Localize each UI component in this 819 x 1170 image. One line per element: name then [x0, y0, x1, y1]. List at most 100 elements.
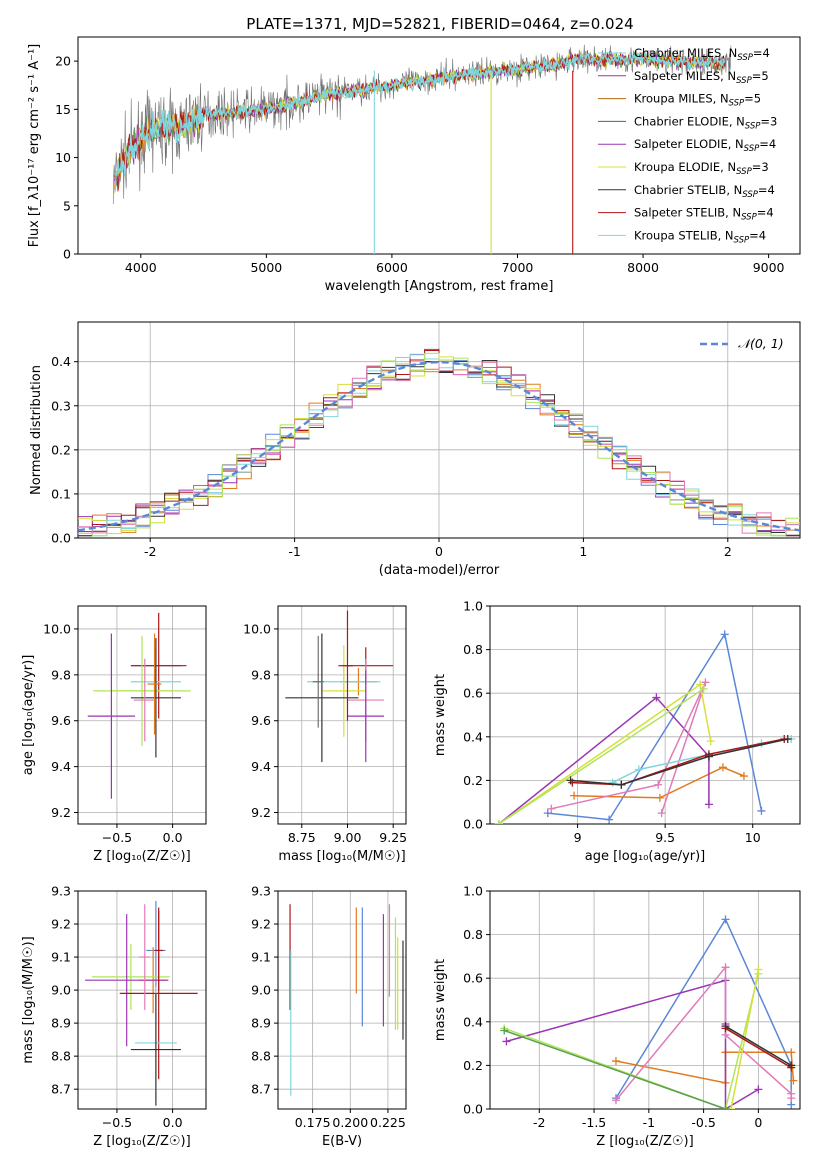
plus-marker	[657, 809, 666, 818]
plus-marker	[500, 1026, 509, 1035]
legend-suffix: =4	[749, 228, 766, 242]
plus-marker	[704, 800, 713, 809]
mass-weight-line-black	[725, 1025, 792, 1067]
x-tick-label: −0.5	[102, 1115, 132, 1130]
x-tick-label: -0.5	[691, 1115, 715, 1130]
mass-weight-line-red	[725, 1027, 792, 1069]
mass-weight-line-blue	[547, 632, 763, 821]
plus-marker	[787, 1048, 796, 1057]
residual-histogram-lime	[78, 352, 800, 537]
mass-weight-line-blue	[615, 917, 792, 1105]
x-axis-label: Z [log₁₀(Z/Z☉)]	[93, 1134, 190, 1149]
y-tick-label: 9.2	[251, 805, 271, 820]
age_vs_Z-axes: −0.5 0.0 9.2 9.4 9.6 9.8 10.0 Z [log₁₀(Z/Z☉)] ag…	[21, 605, 207, 864]
plus-marker	[543, 809, 552, 818]
plus-marker	[704, 752, 713, 761]
y-axis-label: Normed distribution	[29, 365, 44, 495]
plus-marker	[720, 630, 729, 639]
plus-marker	[696, 680, 705, 689]
figure-title: PLATE=1371, MJD=52821, FIBERID=0464, z=0…	[246, 15, 633, 33]
x-tick-label: 0.0	[163, 830, 183, 845]
x-axis-label: Z [log₁₀(Z/Z☉)]	[93, 849, 190, 864]
legend-suffix: =4	[759, 137, 776, 151]
x-axis-label: (data-model)/error	[379, 563, 500, 578]
y-tick-label: 10.0	[243, 621, 271, 636]
plus-marker	[701, 678, 710, 687]
plus-marker	[787, 1094, 796, 1103]
y-axis-label: mass weight	[433, 959, 448, 1041]
massweight_vs_age-axes: 9 9.5 10 0.0 0.2 0.4 0.6 0.8 1.0 age [log₁₀(age/y…	[433, 599, 801, 864]
legend-suffix: =5	[744, 92, 761, 106]
y-tick-label: 9.4	[51, 759, 71, 774]
y-tick-label: 9.8	[51, 667, 71, 682]
y-tick-label: 9.3	[251, 884, 271, 899]
plus-marker	[570, 791, 579, 800]
x-tick-label: 0.0	[163, 1115, 183, 1130]
x-tick-label: 0.175	[295, 1115, 331, 1130]
y-tick-label: 15	[55, 102, 71, 117]
plus-marker	[634, 765, 643, 774]
plus-marker	[566, 776, 575, 785]
y-axis-label: mass weight	[433, 674, 448, 756]
y-tick-label: 9.3	[51, 884, 71, 899]
plus-marker	[718, 763, 727, 772]
y-tick-label: 9.6	[251, 713, 271, 728]
legend-subscript: SSP	[736, 76, 752, 86]
x-tick-label: 9.5	[655, 830, 675, 845]
axes-frame	[277, 890, 407, 1110]
x-tick-label: 0.225	[370, 1115, 406, 1130]
y-tick-label: 8.8	[251, 1049, 271, 1064]
y-tick-label: 0.8	[463, 927, 483, 942]
normal-curve	[78, 360, 800, 532]
plus-marker	[757, 806, 766, 815]
y-tick-label: 0.6	[463, 971, 483, 986]
y-tick-label: 0.4	[51, 354, 71, 369]
plus-marker	[611, 1096, 620, 1105]
plus-marker	[789, 1076, 798, 1085]
axes-frame	[277, 605, 407, 825]
legend-entry: Salpeter ELODIE, NSSP=4	[634, 137, 776, 154]
plus-marker	[783, 734, 792, 743]
mass_vs_EBV-axes: 0.175 0.200 0.225 8.7 8.8 8.9 9.0 9.1 9.2 9.3 E(B-…	[251, 884, 407, 1149]
x-tick-label: 9.00	[334, 830, 362, 845]
y-tick-label: 0.3	[51, 398, 71, 413]
x-tick-label: −0.5	[102, 830, 132, 845]
legend-subscript: SSP	[742, 190, 758, 200]
legend-suffix: =3	[752, 160, 769, 174]
y-tick-label: 9.6	[51, 713, 71, 728]
x-tick-label: 6000	[376, 260, 408, 275]
y-tick-label: 0.4	[463, 729, 483, 744]
y-tick-label: 9.1	[51, 950, 71, 965]
x-axis-label: Z [log₁₀(Z/Z☉)]	[596, 1134, 693, 1149]
plus-marker	[721, 1105, 730, 1109]
plus-marker	[754, 1085, 763, 1094]
y-tick-label: 0.2	[51, 442, 71, 457]
model-line-green	[114, 51, 725, 188]
residual-histogram-pink	[78, 360, 800, 534]
model-line-yellow	[114, 50, 725, 194]
spectrum-axes: 4000 5000 6000 7000 8000 9000 0 5 10 15 20 waveleng…	[27, 36, 801, 294]
legend-subscript: SSP	[737, 53, 753, 63]
x-tick-label: 5000	[250, 260, 282, 275]
plus-marker	[547, 804, 556, 813]
axes-frame	[77, 36, 801, 255]
y-tick-label: 9.0	[51, 983, 71, 998]
y-tick-label: 8.9	[51, 1016, 71, 1031]
y-axis-label: age [log₁₀(age/yr)]	[21, 655, 36, 776]
legend-suffix: =4	[753, 46, 770, 60]
residuals-axes: -2 -1 0 1 2 0.0 0.1 0.2 0.3 0.4 (data-model)/error…	[29, 321, 801, 578]
y-tick-label: 1.0	[463, 884, 483, 899]
mass-weight-line-green	[503, 1029, 726, 1109]
x-tick-label: 1	[579, 544, 587, 559]
y-tick-label: 10.0	[43, 621, 71, 636]
plus-marker	[787, 1061, 796, 1070]
legend-subscript: SSP	[734, 235, 750, 245]
mass-weight-line-purple	[498, 696, 710, 824]
plot-area	[87, 612, 191, 799]
legend-subscript: SSP	[729, 99, 745, 109]
plus-marker	[494, 820, 503, 824]
legend-entry: Salpeter STELIB, NSSP=4	[634, 206, 774, 223]
plus-marker	[608, 778, 617, 787]
plot-area	[500, 915, 798, 1109]
y-tick-label: 1.0	[463, 599, 483, 614]
